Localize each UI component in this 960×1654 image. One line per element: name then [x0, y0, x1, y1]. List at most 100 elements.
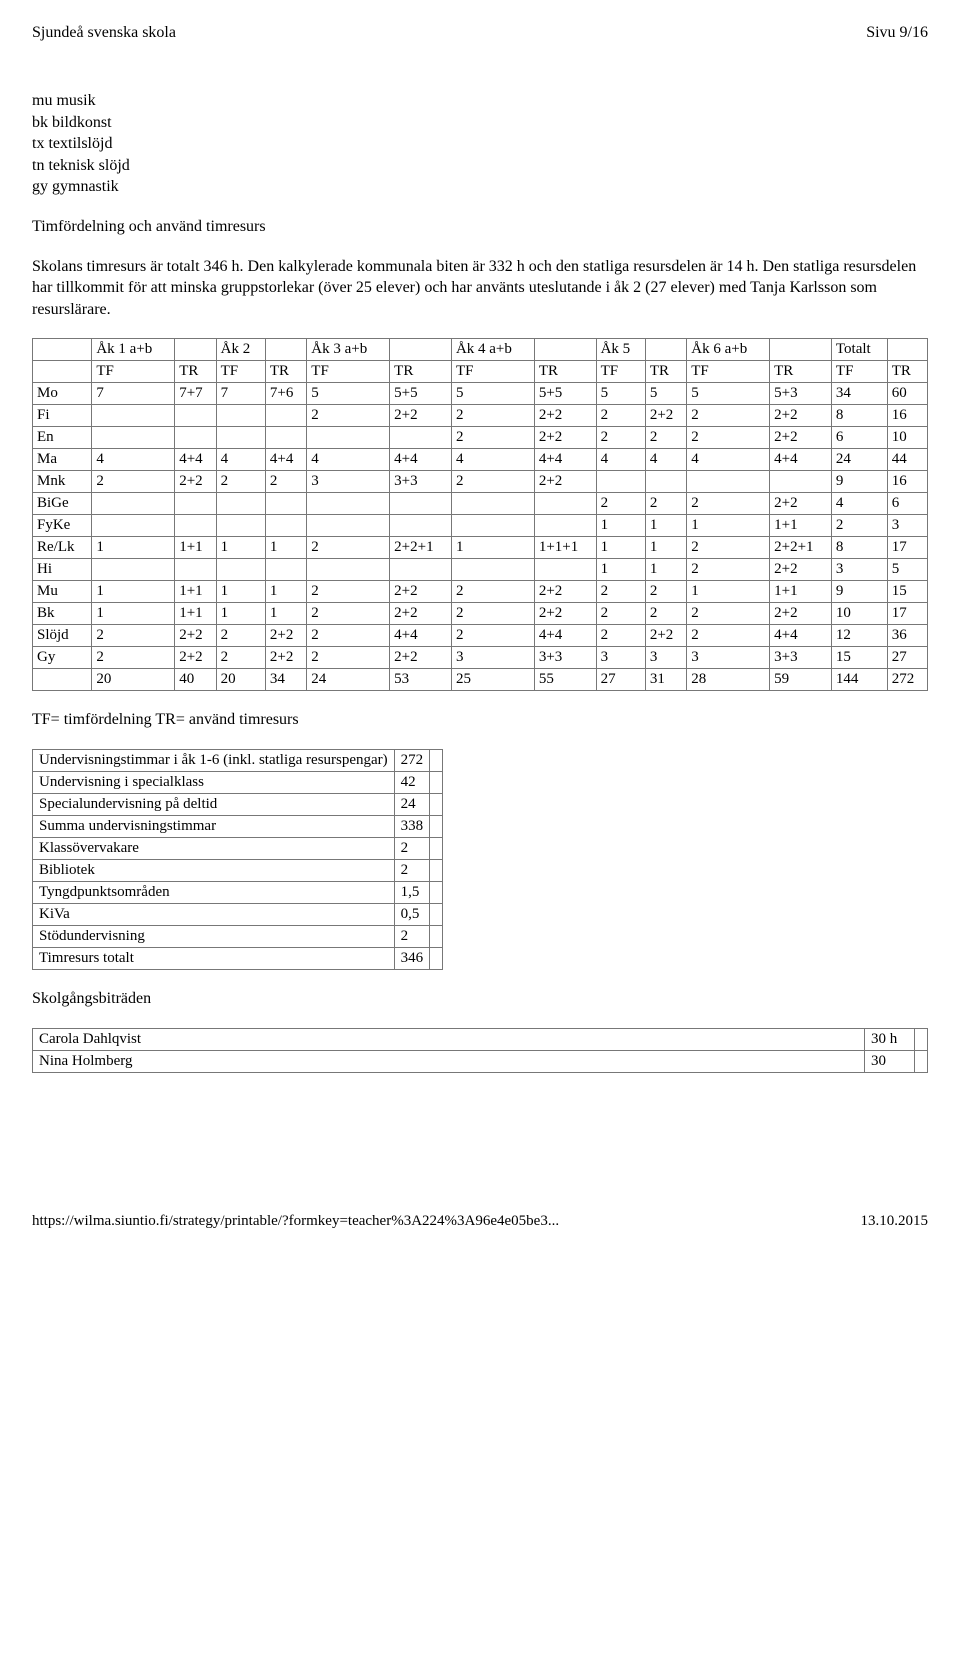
summary-row: Undervisning i specialklass42: [33, 771, 443, 793]
row-label: Re/Lk: [33, 537, 92, 559]
cell: [390, 559, 452, 581]
cell: 5+5: [390, 383, 452, 405]
cell: 2+2: [534, 581, 596, 603]
summary-label: Undervisning i specialklass: [33, 771, 395, 793]
cell: 2+2: [534, 471, 596, 493]
cell: [307, 515, 390, 537]
row-label: Slöjd: [33, 625, 92, 647]
cell: 1: [645, 515, 686, 537]
cell: 2: [451, 405, 534, 427]
col-sub-header: TR: [390, 361, 452, 383]
cell: 2+2: [534, 427, 596, 449]
cell: 27: [596, 669, 645, 691]
cell: 53: [390, 669, 452, 691]
cell: 2: [596, 625, 645, 647]
cell: [265, 427, 306, 449]
summary-row: Tyngdpunktsområden1,5: [33, 881, 443, 903]
cell: [390, 427, 452, 449]
cell: 15: [887, 581, 927, 603]
cell: 36: [887, 625, 927, 647]
cell: 1: [451, 537, 534, 559]
cell: 2: [307, 537, 390, 559]
cell: 7: [92, 383, 175, 405]
cell: [175, 427, 216, 449]
cell: 5: [687, 383, 770, 405]
cell: 1: [596, 537, 645, 559]
col-group-header-spacer: [887, 339, 927, 361]
col-sub-header: TF: [451, 361, 534, 383]
page-footer: https://wilma.siuntio.fi/strategy/printa…: [32, 1213, 928, 1230]
cell: 3+3: [770, 647, 832, 669]
cell: 27: [887, 647, 927, 669]
cell: 2: [307, 603, 390, 625]
cell: 2: [596, 493, 645, 515]
cell: 9: [831, 581, 887, 603]
summary-row: Klassövervakare2: [33, 837, 443, 859]
col-sub-header: TR: [770, 361, 832, 383]
table-legend: TF= timfördelning TR= använd timresurs: [32, 709, 928, 731]
cell: 2+2: [770, 603, 832, 625]
cell: 4+4: [770, 449, 832, 471]
cell: 6: [887, 493, 927, 515]
cell: 1+1: [175, 581, 216, 603]
row-label: Bk: [33, 603, 92, 625]
cell: 4: [645, 449, 686, 471]
row-label: Hi: [33, 559, 92, 581]
page-header: Sjundeå svenska skola Sivu 9/16: [32, 24, 928, 42]
cell: 16: [887, 405, 927, 427]
cell: 2+2: [175, 625, 216, 647]
cell: [534, 559, 596, 581]
col-group-header-spacer: [390, 339, 452, 361]
row-label: Mo: [33, 383, 92, 405]
table-row: FyKe1111+123: [33, 515, 928, 537]
cell: 1+1+1: [534, 537, 596, 559]
cell: 2: [596, 603, 645, 625]
cell: 1: [92, 581, 175, 603]
cell: [307, 493, 390, 515]
cell: 1+1: [770, 581, 832, 603]
row-label: Mnk: [33, 471, 92, 493]
cell: 2+2: [534, 603, 596, 625]
col-group-header: Åk 2: [216, 339, 265, 361]
summary-value: 2: [394, 925, 430, 947]
cell: 3: [687, 647, 770, 669]
summary-row: Undervisningstimmar i åk 1-6 (inkl. stat…: [33, 749, 443, 771]
cell: 8: [831, 537, 887, 559]
abbrev-line: gy gymnastik: [32, 176, 928, 198]
col-sub-header: TR: [887, 361, 927, 383]
cell: [390, 515, 452, 537]
cell: [92, 515, 175, 537]
col-group-header-spacer: [265, 339, 306, 361]
summary-value: 42: [394, 771, 430, 793]
assistants-heading: Skolgångsbiträden: [32, 988, 928, 1010]
cell: 1: [265, 581, 306, 603]
cell: 2: [687, 427, 770, 449]
cell: [92, 405, 175, 427]
header-right: Sivu 9/16: [866, 24, 928, 42]
cell: 1: [265, 537, 306, 559]
abbrev-line: bk bildkonst: [32, 112, 928, 134]
timetable: Åk 1 a+bÅk 2Åk 3 a+bÅk 4 a+bÅk 5Åk 6 a+b…: [32, 338, 928, 691]
cell: 2+2: [645, 625, 686, 647]
cell: 4: [687, 449, 770, 471]
cell: [390, 493, 452, 515]
col-group-header: Åk 6 a+b: [687, 339, 770, 361]
table-row: Ma44+444+444+444+44444+42444: [33, 449, 928, 471]
cell: 2: [596, 427, 645, 449]
cell: 3: [451, 647, 534, 669]
cell: [216, 493, 265, 515]
cell: [216, 427, 265, 449]
summary-row: Stödundervisning2: [33, 925, 443, 947]
summary-spacer: [430, 815, 443, 837]
col-sub-header: TF: [596, 361, 645, 383]
abbreviation-list: mu musikbk bildkonsttx textilslöjdtn tek…: [32, 90, 928, 198]
summary-label: Klassövervakare: [33, 837, 395, 859]
cell: [265, 493, 306, 515]
cell: 2: [687, 559, 770, 581]
cell: [307, 559, 390, 581]
cell: 55: [534, 669, 596, 691]
cell: 6: [831, 427, 887, 449]
table-row: Re/Lk11+11122+2+111+1+11122+2+1817: [33, 537, 928, 559]
cell: 5+3: [770, 383, 832, 405]
cell: [534, 515, 596, 537]
